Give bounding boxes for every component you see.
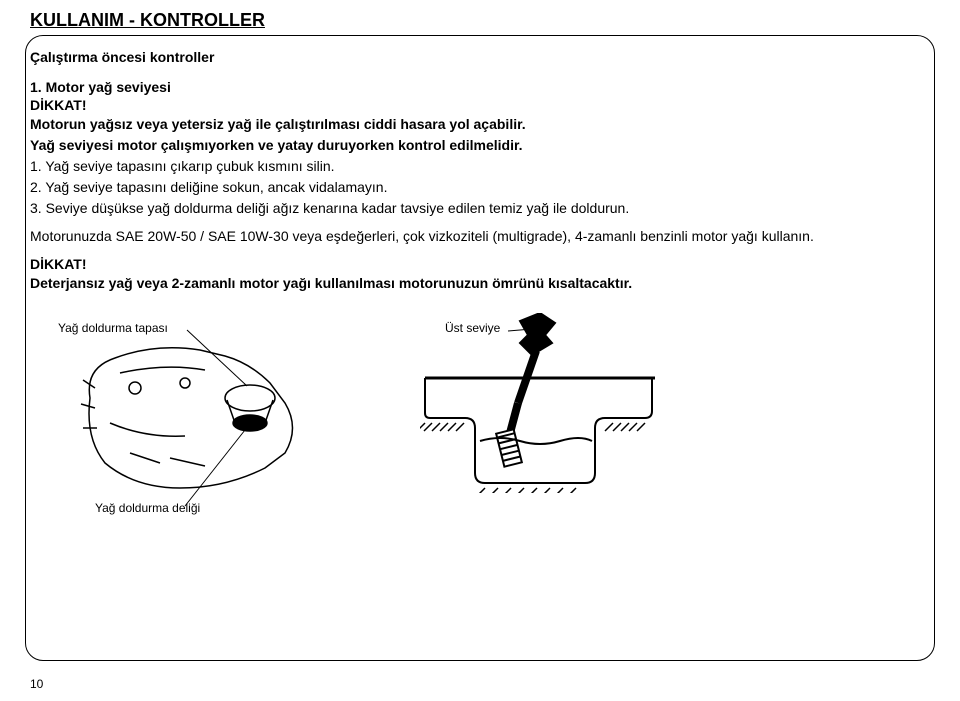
section-header: KULLANIM - KONTROLLER [30, 10, 930, 31]
check-condition: Yağ seviyesi motor çalışmıyorken ve yata… [30, 136, 930, 155]
warning-label-1: DİKKAT! [30, 97, 930, 113]
engine-diagram-icon [75, 328, 355, 508]
warning-label-2: DİKKAT! [30, 256, 930, 272]
warning-body-1: Motorun yağsız veya yetersiz yağ ile çal… [30, 115, 930, 134]
step-3: 3. Seviye düşükse yağ doldurma deliği ağ… [30, 199, 930, 218]
sub-header: Çalıştırma öncesi kontroller [30, 49, 930, 65]
figure-container: Yağ doldurma tapası Üst seviye Yağ doldu… [30, 303, 930, 533]
warning-block-2: DİKKAT! Deterjansız yağ veya 2-zamanlı m… [30, 256, 930, 293]
step-2: 2. Yağ seviye tapasını deliğine sokun, a… [30, 178, 930, 197]
oil-recommendation: Motorunuzda SAE 20W-50 / SAE 10W-30 veya… [30, 227, 930, 246]
item-block: 1. Motor yağ seviyesi DİKKAT! Motorun ya… [30, 79, 930, 217]
step-1: 1. Yağ seviye tapasını çıkarıp çubuk kıs… [30, 157, 930, 176]
dipstick-diagram-icon [420, 313, 660, 493]
warning-body-2: Deterjansız yağ veya 2-zamanlı motor yağ… [30, 274, 930, 293]
page-number: 10 [30, 677, 43, 691]
page-content: KULLANIM - KONTROLLER Çalıştırma öncesi … [30, 10, 930, 533]
item-title: 1. Motor yağ seviyesi [30, 79, 930, 95]
